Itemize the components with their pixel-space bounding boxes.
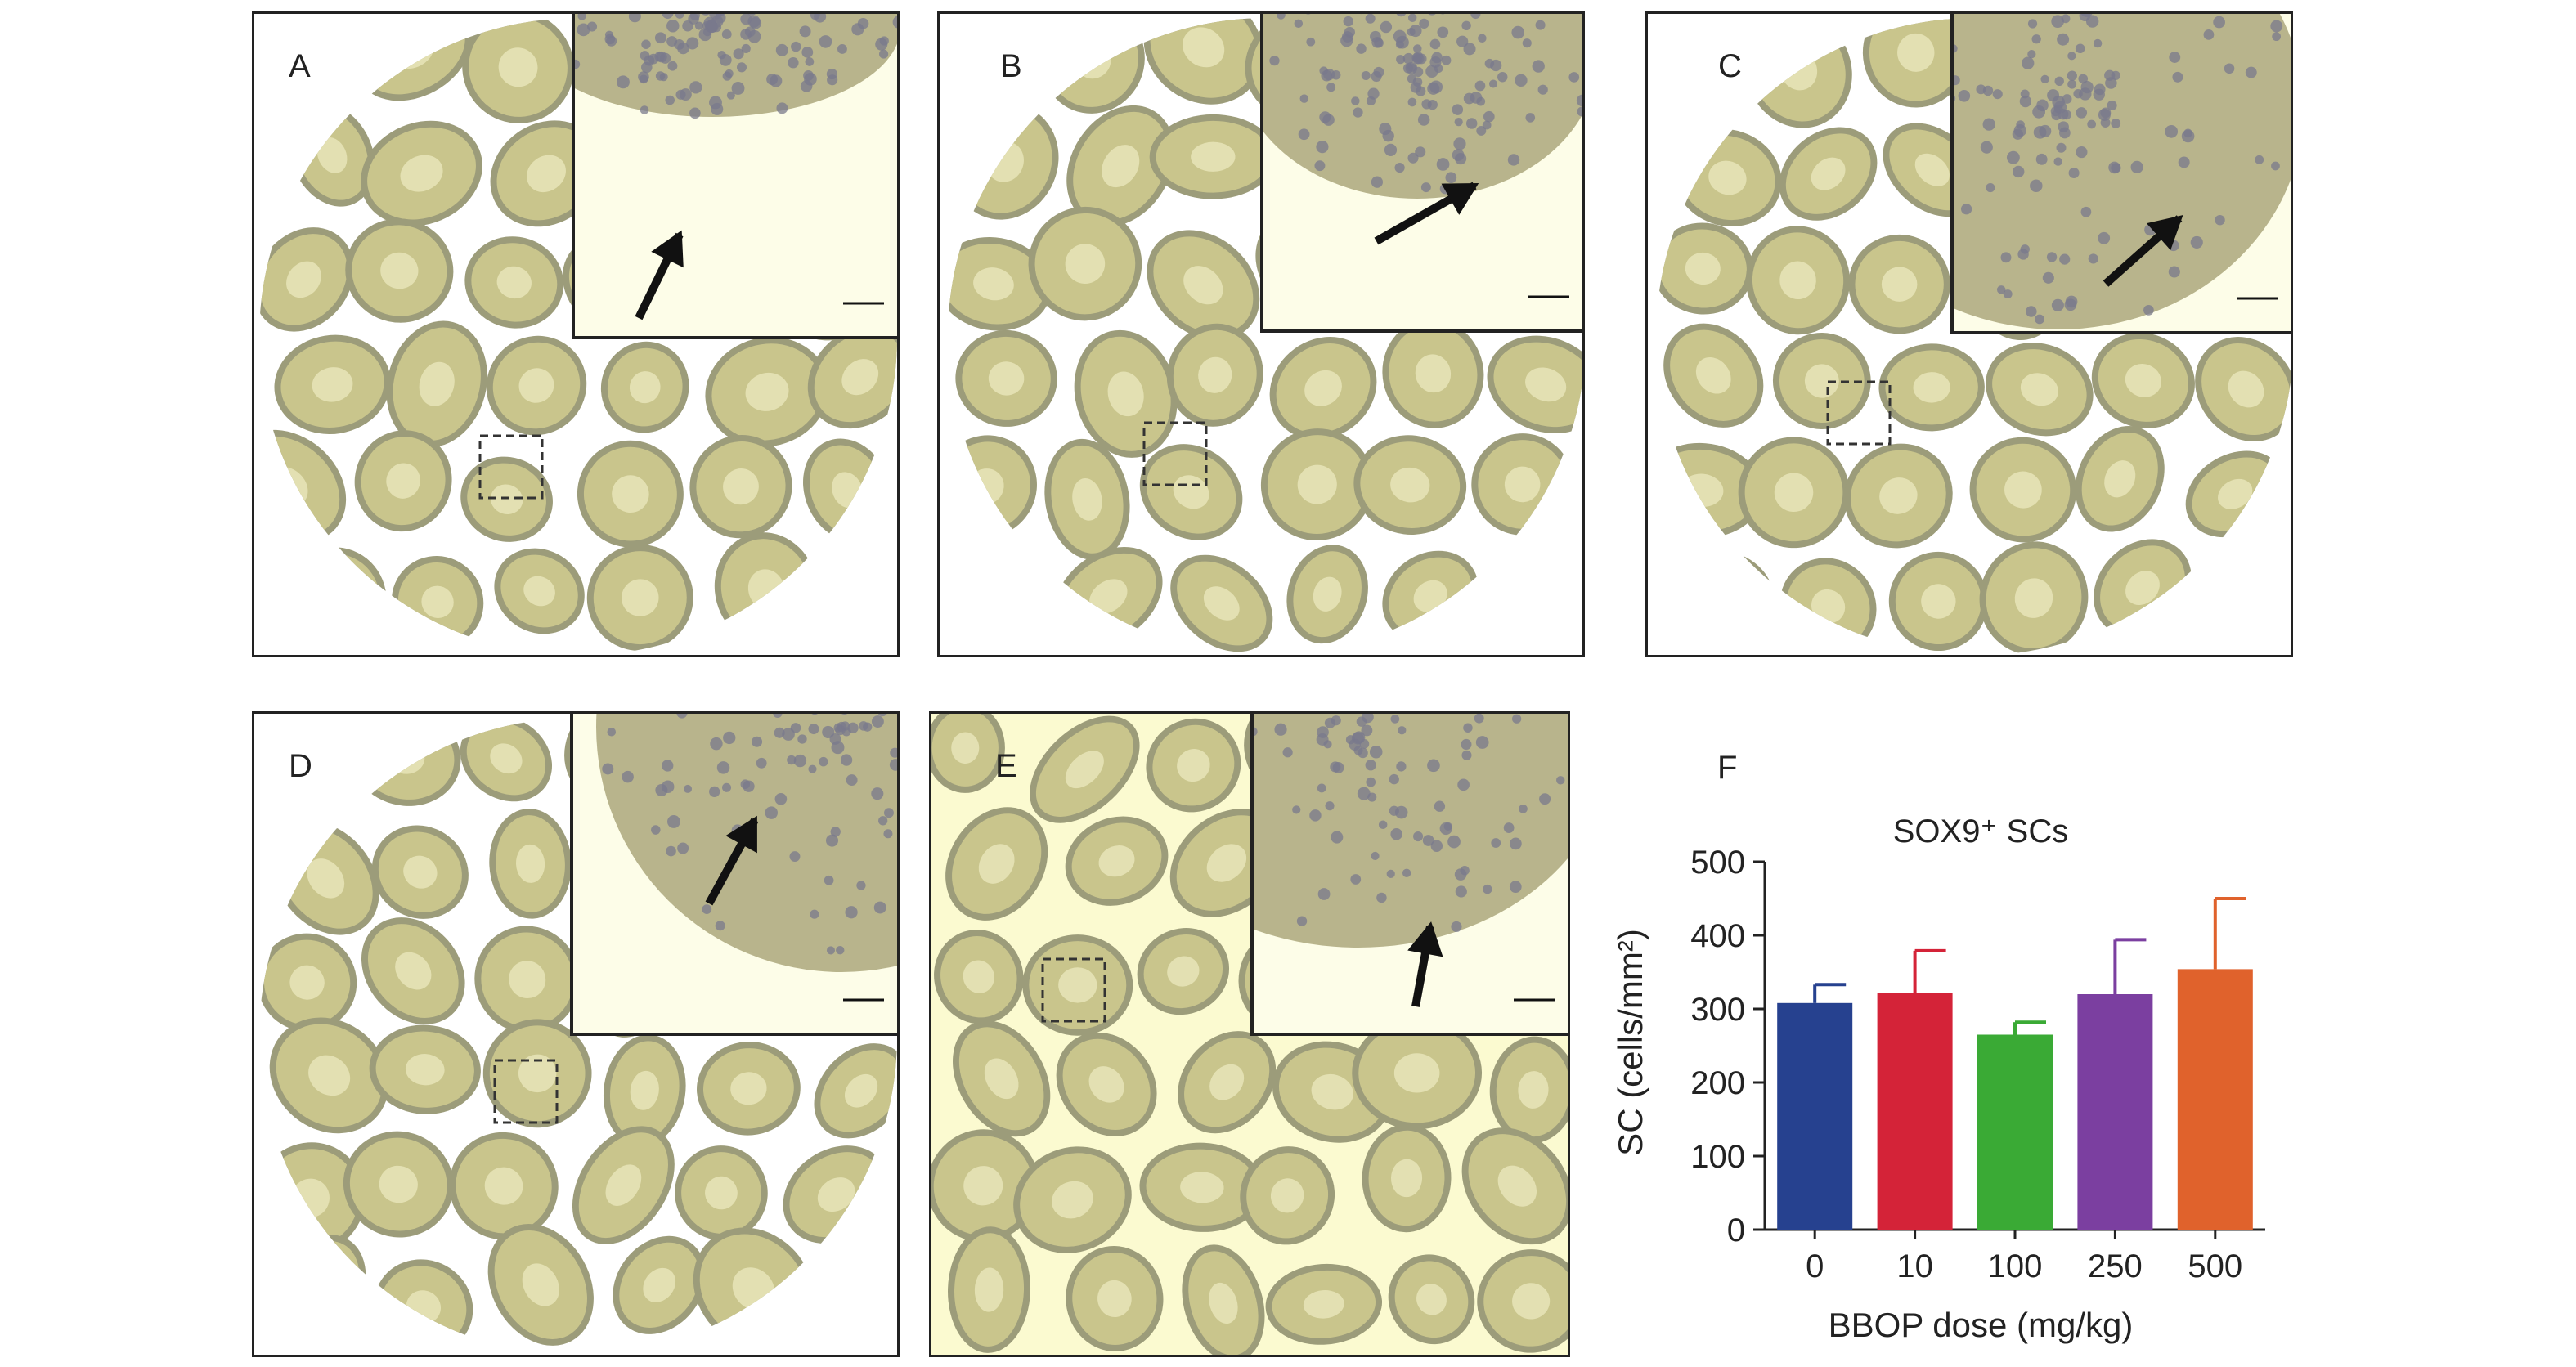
y-tick-label: 0 [1727, 1212, 1745, 1248]
micrograph-panel-b: B [937, 11, 1585, 657]
micrograph-image-c [1656, 14, 2291, 655]
chart-panel-letter: F [1717, 750, 1737, 786]
chart-title: SOX9⁺ SCs [1893, 813, 2069, 849]
micrograph-panel-e: E [929, 711, 1570, 1357]
y-tick-label: 100 [1690, 1139, 1745, 1175]
micrograph-image-b [948, 14, 1582, 655]
micrograph-image-d [259, 714, 897, 1355]
x-tick-label: 10 [1896, 1248, 1933, 1284]
x-tick-label: 500 [2188, 1248, 2242, 1284]
micrograph-image-e [931, 714, 1568, 1355]
bar-0 [1777, 1002, 1853, 1230]
bar-500 [2177, 969, 2253, 1230]
bar-250 [2077, 994, 2153, 1230]
micrograph-panel-c: C [1645, 11, 2293, 657]
y-axis-label: SC (cells/mm²) [1611, 929, 1649, 1156]
x-tick-label: 250 [2088, 1248, 2143, 1284]
x-tick-label: 0 [1806, 1248, 1824, 1284]
panel-letter-a: A [289, 48, 311, 84]
micrograph-panel-a: A [252, 11, 900, 657]
x-tick-label: 100 [1988, 1248, 2043, 1284]
panel-letter-d: D [289, 748, 312, 784]
panel-letter-b: B [1000, 48, 1022, 84]
y-tick-label: 300 [1690, 992, 1745, 1028]
x-axis-label: BBOP dose (mg/kg) [1829, 1306, 2134, 1344]
bar-100 [1977, 1034, 2053, 1230]
y-tick-label: 200 [1690, 1065, 1745, 1101]
panel-letter-c: C [1718, 48, 1742, 84]
y-tick-label: 500 [1690, 845, 1745, 881]
y-tick-label: 400 [1690, 918, 1745, 954]
micrograph-panel-d: D [252, 711, 900, 1357]
bar-10 [1877, 993, 1953, 1230]
micrograph-image-a [259, 14, 897, 655]
panel-letter-e: E [995, 748, 1017, 784]
